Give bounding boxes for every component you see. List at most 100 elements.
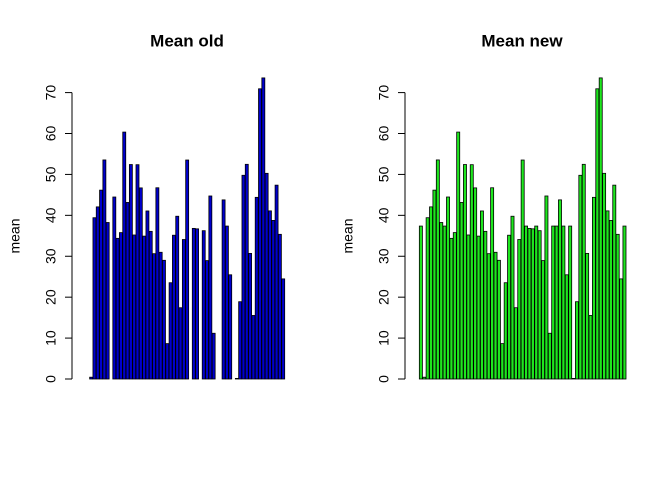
bar — [115, 237, 120, 380]
bar — [128, 164, 133, 380]
bar — [221, 199, 226, 380]
bar — [201, 230, 206, 380]
bar — [493, 251, 498, 380]
bar — [619, 278, 624, 380]
bar — [135, 164, 140, 380]
bar — [469, 164, 474, 380]
bar — [592, 196, 596, 380]
bar — [92, 217, 97, 380]
bar — [281, 278, 286, 380]
bar — [615, 233, 620, 380]
bar — [442, 225, 447, 380]
bar — [195, 228, 199, 380]
bar — [205, 260, 209, 380]
bar — [520, 159, 525, 380]
y-tick-label: 0 — [43, 375, 59, 383]
bar — [122, 131, 127, 380]
bar — [537, 230, 542, 380]
y-tick-label: 0 — [376, 375, 392, 383]
bar — [541, 260, 545, 380]
bar — [119, 232, 123, 380]
bar — [564, 274, 569, 380]
y-tick-label: 10 — [43, 330, 59, 346]
bar — [446, 196, 450, 380]
bar — [622, 225, 627, 380]
bar — [513, 307, 518, 380]
bar — [585, 252, 590, 380]
bar — [429, 206, 433, 380]
bar — [228, 274, 233, 380]
bar — [238, 301, 243, 380]
bar — [261, 77, 266, 380]
y-tick-label: 70 — [43, 85, 59, 101]
bar — [145, 210, 150, 380]
bar — [463, 164, 467, 380]
bar — [544, 195, 549, 380]
y-tick-label: 70 — [376, 85, 392, 101]
y-tick-label: 20 — [43, 289, 59, 305]
bar — [264, 172, 269, 380]
bar — [534, 225, 539, 380]
bar — [102, 159, 107, 380]
y-axis-label: mean — [7, 218, 23, 253]
bar — [554, 225, 559, 380]
bar — [561, 225, 566, 380]
bar — [503, 282, 508, 380]
y-tick-label: 30 — [376, 248, 392, 264]
bar — [185, 159, 190, 380]
y-tick-label: 40 — [376, 207, 392, 223]
bar — [449, 237, 454, 380]
bar — [547, 332, 552, 380]
bar — [581, 163, 586, 380]
y-tick-label: 50 — [43, 166, 59, 182]
bar — [595, 88, 600, 380]
bar — [148, 230, 153, 380]
bar — [168, 282, 173, 380]
bar — [527, 227, 532, 380]
bar — [251, 315, 256, 380]
bar — [95, 206, 100, 380]
bar — [125, 202, 130, 380]
bar — [483, 230, 488, 380]
bar — [571, 378, 576, 380]
bar — [277, 233, 282, 380]
bar — [473, 187, 478, 380]
y-tick-label: 40 — [43, 207, 59, 223]
bar — [578, 174, 583, 380]
bar — [602, 172, 607, 380]
bar — [105, 222, 110, 380]
bar — [490, 187, 495, 380]
y-tick-label: 30 — [43, 248, 59, 264]
bar — [155, 187, 160, 380]
bar — [476, 235, 481, 380]
bar — [608, 220, 613, 380]
bar — [496, 259, 501, 380]
bar — [248, 252, 252, 380]
bar — [510, 215, 515, 380]
bar — [530, 228, 535, 380]
bar — [466, 234, 471, 380]
bar — [191, 227, 196, 380]
bar — [551, 225, 556, 380]
bar — [234, 378, 239, 380]
y-tick-label: 60 — [43, 126, 59, 142]
y-tick-label: 60 — [376, 126, 392, 142]
bar — [568, 225, 573, 380]
bar — [588, 315, 593, 380]
bar — [99, 189, 103, 380]
bar — [208, 195, 213, 380]
bar — [517, 239, 522, 380]
bar — [132, 234, 137, 380]
y-tick-label: 10 — [376, 330, 392, 346]
bar — [432, 189, 437, 380]
bar — [258, 88, 262, 380]
bar — [175, 215, 180, 380]
y-tick-label: 20 — [376, 289, 392, 305]
bar — [211, 332, 216, 380]
bar — [225, 225, 229, 380]
bar — [422, 376, 427, 380]
bar — [244, 163, 249, 380]
bar — [165, 343, 170, 380]
bar — [524, 225, 528, 380]
